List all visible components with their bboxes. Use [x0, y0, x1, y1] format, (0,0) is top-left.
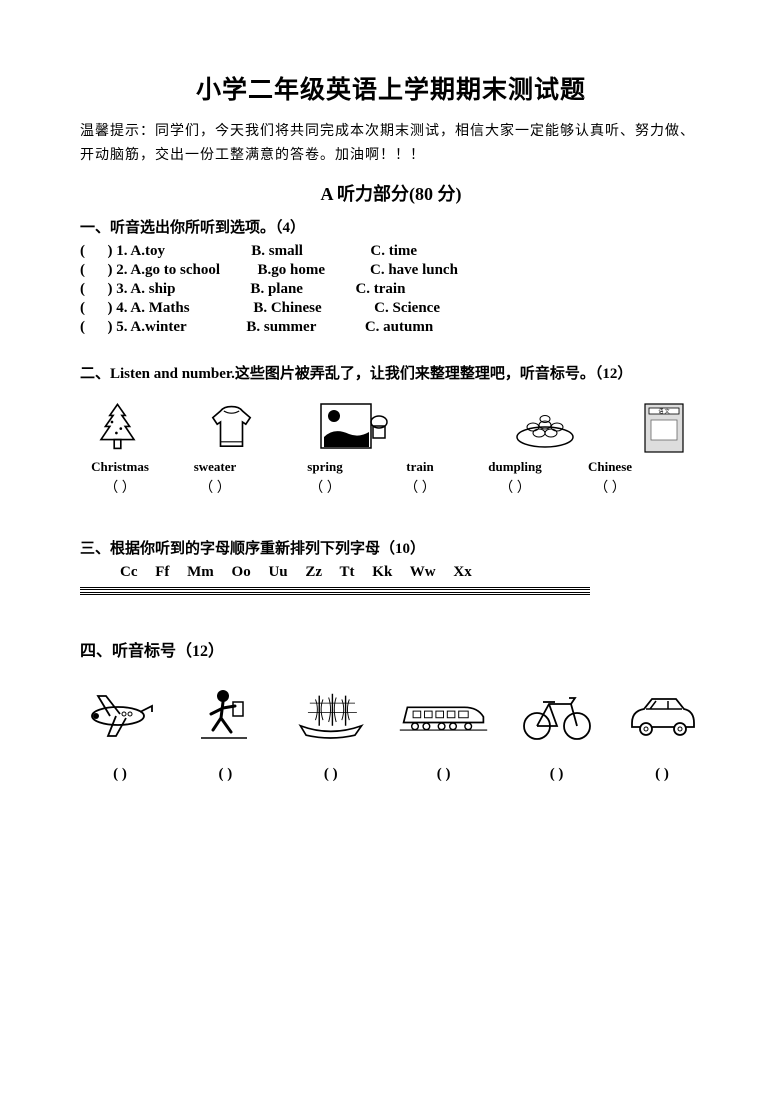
- answer-blank[interactable]: ( ): [80, 766, 160, 783]
- q2-paren-row: （ ） （ ） （ ） （ ） （ ） （ ）: [80, 477, 702, 497]
- answer-blank[interactable]: （ ）: [270, 477, 380, 497]
- q1-row-4: ( ) 4. A. Maths B. Chinese C. Science: [80, 300, 702, 317]
- q4-heading: 四、听音标号（12）: [80, 637, 702, 661]
- answer-blank[interactable]: （ ）: [380, 477, 460, 497]
- q2-label-row: Christmas sweater spring train dumpling …: [80, 459, 702, 475]
- answer-blank[interactable]: （ ）: [570, 477, 650, 497]
- q1-row-5: ( ) 5. A.winter B. summer C. autumn: [80, 319, 702, 336]
- section-a-title: A 听力部分(80 分): [80, 180, 702, 206]
- ship-icon: [291, 686, 371, 746]
- q2-label: sweater: [160, 459, 270, 475]
- train-icon: [448, 400, 453, 455]
- q2-label: Chinese: [570, 459, 650, 475]
- q4-paren-row: ( ) ( ) ( ) ( ) ( ) ( ): [80, 766, 702, 783]
- q1-heading: 一、听音选出你所听到选项。（4）: [80, 216, 702, 237]
- writing-lines[interactable]: [80, 587, 702, 596]
- answer-blank[interactable]: ( ): [622, 766, 702, 783]
- tip-text: 温馨提示：同学们，今天我们将共同完成本次期末测试，相信大家一定能够认真听、努力做…: [80, 120, 702, 168]
- answer-blank[interactable]: （ ）: [460, 477, 570, 497]
- spring-icon: [319, 400, 389, 455]
- q2-label: dumpling: [460, 459, 570, 475]
- q2-label: train: [380, 459, 460, 475]
- book-icon: 语 文: [637, 400, 692, 455]
- page-title: 小学二年级英语上学期期末测试题: [80, 70, 702, 106]
- bike-icon: [517, 686, 597, 746]
- q2-label: Christmas: [80, 459, 160, 475]
- sweater-icon: [204, 400, 259, 455]
- answer-blank[interactable]: （ ）: [160, 477, 270, 497]
- q1-row-3: ( ) 3. A. ship B. plane C. train: [80, 281, 702, 298]
- q1-row-1: ( ) 1. A.toy B. small C. time: [80, 243, 702, 260]
- q2-image-row: 语 文: [90, 395, 692, 455]
- exam-page: 小学二年级英语上学期期末测试题 温馨提示：同学们，今天我们将共同完成本次期末测试…: [0, 0, 782, 823]
- train2-icon: [396, 686, 491, 746]
- walk-icon: [185, 686, 265, 746]
- answer-blank[interactable]: ( ): [517, 766, 597, 783]
- q1-row-2: ( ) 2. A.go to school B.go home C. have …: [80, 262, 702, 279]
- dumpling-icon: [513, 400, 578, 455]
- answer-blank[interactable]: ( ): [396, 766, 491, 783]
- answer-blank[interactable]: （ ）: [80, 477, 160, 497]
- q3-letters: Cc Ff Mm Oo Uu Zz Tt Kk Ww Xx: [120, 564, 702, 581]
- car-icon: [622, 686, 702, 746]
- q2-label: spring: [270, 459, 380, 475]
- tree-icon: [90, 400, 145, 455]
- q2-heading: 二、Listen and number.这些图片被弄乱了，让我们来整理整理吧，听…: [80, 362, 702, 383]
- q3-heading: 三、根据你听到的字母顺序重新排列下列字母（10）: [80, 537, 702, 558]
- q4-image-row: [80, 681, 702, 746]
- svg-text:语 文: 语 文: [659, 408, 670, 415]
- plane-icon: [80, 686, 160, 746]
- answer-blank[interactable]: ( ): [291, 766, 371, 783]
- answer-blank[interactable]: ( ): [185, 766, 265, 783]
